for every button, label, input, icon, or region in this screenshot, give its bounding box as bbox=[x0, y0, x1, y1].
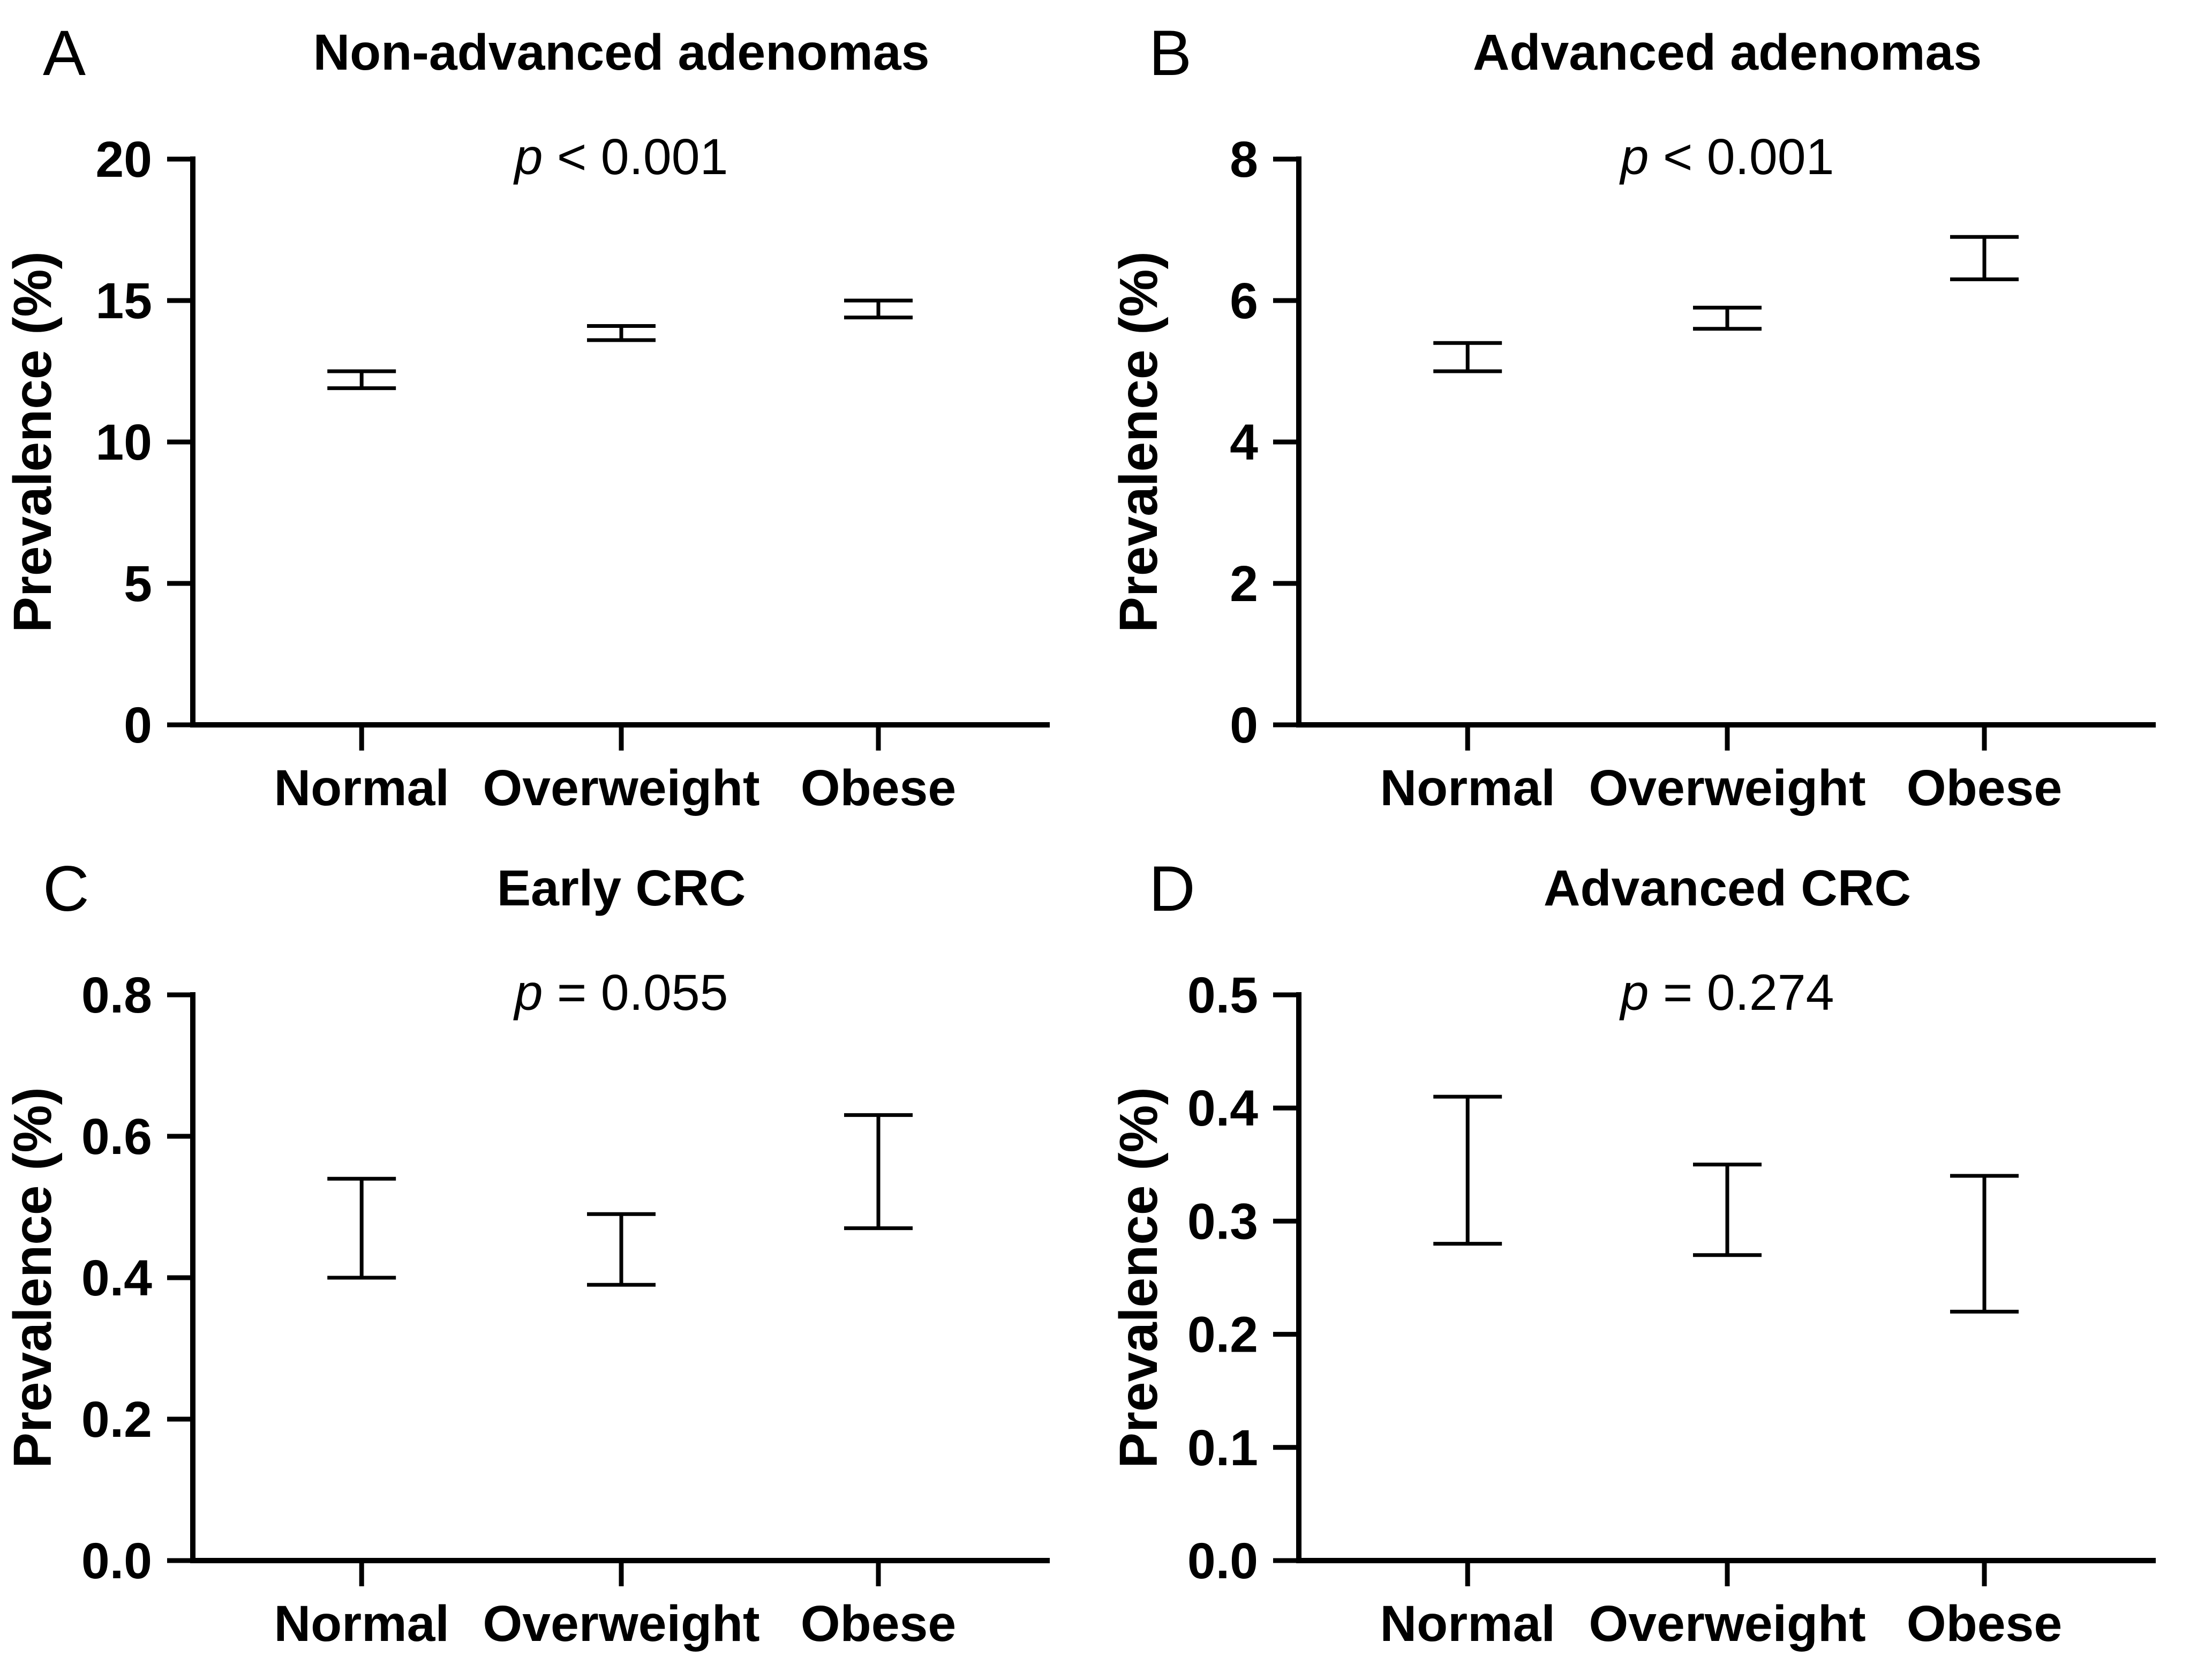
y-axis-label: Prevalence (%) bbox=[1109, 1087, 1169, 1468]
y-tick-label: 2 bbox=[1230, 556, 1258, 612]
y-tick-label: 0.3 bbox=[1187, 1193, 1258, 1250]
y-tick-label: 0 bbox=[1230, 697, 1258, 754]
x-category-label: Obese bbox=[1907, 1595, 2062, 1652]
y-tick-label: 20 bbox=[95, 131, 152, 188]
error-bar bbox=[327, 1176, 396, 1280]
p-value-variable: p bbox=[1619, 964, 1649, 1021]
panel-title: Advanced CRC bbox=[1544, 860, 1911, 917]
panel-B: B Advanced adenomas p < 0.001 Prevalence (%… bbox=[1106, 0, 2212, 836]
x-category-label: Overweight bbox=[483, 1595, 759, 1652]
x-category-label: Overweight bbox=[483, 760, 759, 816]
error-bar bbox=[587, 324, 656, 342]
error-bar bbox=[1433, 1094, 1502, 1246]
p-value-label: p = 0.274 bbox=[1619, 964, 1834, 1021]
y-tick-label: 10 bbox=[95, 414, 152, 471]
error-bar bbox=[1693, 305, 1762, 331]
y-axis-label: Prevalence (%) bbox=[3, 1087, 63, 1468]
panel-A: A Non-advanced adenomas p < 0.001 Prevalenc… bbox=[0, 0, 1106, 836]
x-category-label: Obese bbox=[1907, 760, 2062, 816]
y-tick-label: 0.1 bbox=[1187, 1420, 1258, 1476]
x-category-label: Overweight bbox=[1589, 760, 1865, 816]
y-tick-label: 0.8 bbox=[81, 967, 152, 1024]
panel-C-plot: C Early CRC p = 0.055 Prevalence (%) 0.0 0.2 0… bbox=[3, 853, 1050, 1652]
panel-letter: B bbox=[1149, 17, 1192, 89]
error-bar bbox=[844, 298, 913, 320]
y-tick-label: 0.6 bbox=[81, 1108, 152, 1165]
panel-title: Early CRC bbox=[497, 860, 746, 917]
p-value-variable: p bbox=[1619, 129, 1649, 185]
error-bar bbox=[1433, 341, 1502, 373]
panel-letter: C bbox=[43, 853, 89, 925]
p-value-text: = 0.055 bbox=[543, 964, 728, 1021]
p-value-variable: p bbox=[513, 964, 543, 1021]
error-bar bbox=[844, 1113, 913, 1231]
y-tick-label: 0.5 bbox=[1187, 967, 1258, 1024]
panel-letter: A bbox=[43, 17, 86, 89]
x-category-label: Obese bbox=[801, 1595, 956, 1652]
error-bar bbox=[1950, 1174, 2019, 1314]
y-tick-label: 15 bbox=[95, 273, 152, 329]
y-tick-label: 0.2 bbox=[1187, 1307, 1258, 1363]
x-category-label: Normal bbox=[1380, 760, 1555, 816]
panel-D: D Advanced CRC p = 0.274 Prevalence (%) 0.0 0… bbox=[1106, 836, 2212, 1672]
panel-B-plot: B Advanced adenomas p < 0.001 Prevalence (%… bbox=[1109, 17, 2156, 816]
y-tick-label: 0.0 bbox=[81, 1533, 152, 1589]
error-bar bbox=[1950, 235, 2019, 281]
error-bar bbox=[587, 1212, 656, 1287]
y-tick-label: 5 bbox=[124, 556, 152, 612]
y-tick-label: 6 bbox=[1230, 273, 1258, 329]
p-value-label: p < 0.001 bbox=[513, 129, 728, 185]
y-tick-label: 0 bbox=[124, 697, 152, 754]
y-axis-label: Prevalence (%) bbox=[3, 251, 63, 632]
panel-C: C Early CRC p = 0.055 Prevalence (%) 0.0 0.2 0… bbox=[0, 836, 1106, 1672]
x-category-label: Overweight bbox=[1589, 1595, 1865, 1652]
y-tick-label: 8 bbox=[1230, 131, 1258, 188]
p-value-text: < 0.001 bbox=[1649, 129, 1834, 185]
p-value-text: = 0.274 bbox=[1649, 964, 1834, 1021]
p-value-label: p < 0.001 bbox=[1619, 129, 1834, 185]
x-category-label: Normal bbox=[274, 760, 449, 816]
error-bar bbox=[327, 369, 396, 391]
y-axis-label: Prevalence (%) bbox=[1109, 251, 1169, 632]
p-value-variable: p bbox=[513, 129, 543, 185]
panel-letter: D bbox=[1149, 853, 1195, 925]
x-category-label: Normal bbox=[274, 1595, 449, 1652]
x-category-label: Obese bbox=[801, 760, 956, 816]
panel-A-plot: A Non-advanced adenomas p < 0.001 Prevalenc… bbox=[3, 17, 1050, 816]
panel-title: Advanced adenomas bbox=[1473, 24, 1982, 81]
panel-D-plot: D Advanced CRC p = 0.274 Prevalence (%) 0.0 0… bbox=[1109, 853, 2156, 1652]
y-tick-label: 4 bbox=[1230, 414, 1258, 471]
p-value-label: p = 0.055 bbox=[513, 964, 728, 1021]
y-tick-label: 0.4 bbox=[1187, 1080, 1258, 1137]
error-bar bbox=[1693, 1163, 1762, 1257]
y-tick-label: 0.4 bbox=[81, 1250, 152, 1307]
p-value-text: < 0.001 bbox=[543, 129, 728, 185]
panel-title: Non-advanced adenomas bbox=[313, 24, 930, 81]
y-tick-label: 0.0 bbox=[1187, 1533, 1258, 1589]
y-tick-label: 0.2 bbox=[81, 1391, 152, 1448]
x-category-label: Normal bbox=[1380, 1595, 1555, 1652]
